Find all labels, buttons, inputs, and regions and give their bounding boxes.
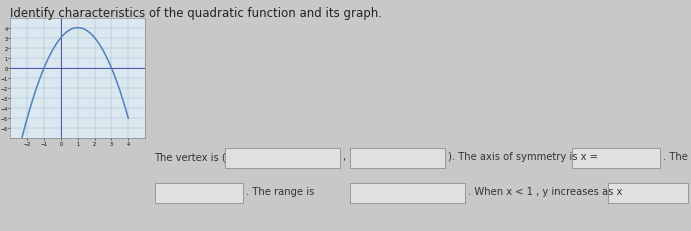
Text: Identify characteristics of the quadratic function and its graph.: Identify characteristics of the quadrati… <box>10 7 382 20</box>
FancyBboxPatch shape <box>608 183 688 203</box>
Text: . When x < 1 , y increases as x: . When x < 1 , y increases as x <box>468 186 623 196</box>
FancyBboxPatch shape <box>350 183 465 203</box>
FancyBboxPatch shape <box>350 148 445 168</box>
FancyBboxPatch shape <box>225 148 340 168</box>
Text: ). The axis of symmetry is x =: ). The axis of symmetry is x = <box>448 151 598 161</box>
FancyBboxPatch shape <box>155 183 243 203</box>
Text: The vertex is (: The vertex is ( <box>154 151 226 161</box>
FancyBboxPatch shape <box>572 148 660 168</box>
Text: ,: , <box>342 151 345 161</box>
Text: . The domain is: . The domain is <box>663 151 691 161</box>
Text: . The range is: . The range is <box>246 186 314 196</box>
